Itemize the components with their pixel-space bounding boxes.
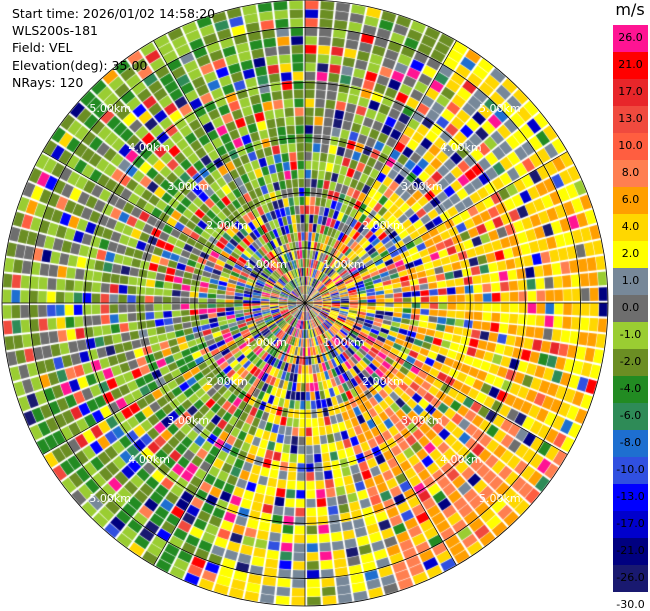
range-ring-label: 5.00km bbox=[89, 492, 131, 505]
colorbar-tick-label: 8.0 bbox=[621, 166, 640, 180]
colorbar-tick-label: 21.0 bbox=[618, 58, 643, 72]
range-ring-label: 2.00km bbox=[206, 219, 248, 232]
range-ring-label: 2.00km bbox=[362, 219, 404, 232]
range-ring-label: 5.00km bbox=[479, 492, 521, 505]
range-ring-label: 4.00km bbox=[440, 141, 482, 154]
range-ring-label: 3.00km bbox=[167, 414, 209, 427]
colorbar-cell bbox=[613, 348, 648, 376]
range-ring-label: 3.00km bbox=[401, 180, 443, 193]
azimuth-spoke bbox=[304, 302, 457, 566]
range-ring-label: 1.00km bbox=[323, 336, 365, 349]
range-ring-label: 1.00km bbox=[323, 258, 365, 271]
colorbar-tick-label: -21.0 bbox=[616, 544, 645, 558]
colorbar-cell bbox=[613, 537, 648, 565]
colorbar-tick-label: -30.0 bbox=[616, 598, 645, 611]
azimuth-spoke bbox=[153, 40, 306, 304]
colorbar-tick-label: -6.0 bbox=[619, 409, 642, 423]
colorbar-cell bbox=[613, 564, 648, 592]
azimuth-spoke bbox=[304, 40, 457, 304]
colorbar-tick-label: 13.0 bbox=[618, 112, 643, 126]
colorbar: 26.0 21.0 17.0 13.0 10.0 8.0 6.0 4.0 2.0 1.0 0.0 -1… bbox=[613, 25, 648, 611]
colorbar-cell bbox=[613, 375, 648, 403]
colorbar-tick-label: 10.0 bbox=[618, 139, 643, 153]
colorbar-cell bbox=[613, 240, 648, 268]
field-label: Field: VEL bbox=[12, 40, 73, 56]
info-panel: Start time: 2026/01/02 14:58:20 WLS200s-… bbox=[12, 5, 215, 91]
range-ring-label: 3.00km bbox=[401, 414, 443, 427]
colorbar-tick-label: -26.0 bbox=[616, 571, 645, 585]
colorbar-cell bbox=[613, 402, 648, 430]
colorbar-cell bbox=[613, 213, 648, 241]
azimuth-spoke bbox=[304, 151, 568, 304]
range-ring-label: 4.00km bbox=[128, 453, 170, 466]
range-ring-label: 2.00km bbox=[206, 375, 248, 388]
range-ring-label: 5.00km bbox=[479, 102, 521, 115]
colorbar-tick-label: 0.0 bbox=[621, 301, 640, 315]
range-ring-label: 1.00km bbox=[245, 336, 287, 349]
colorbar-unit: m/s bbox=[615, 0, 645, 19]
colorbar-tick-label: 6.0 bbox=[621, 193, 640, 207]
nrays-label: NRays: 120 bbox=[12, 74, 84, 90]
colorbar-tick-label: -13.0 bbox=[616, 490, 645, 504]
ppi-overlay: 1.00km 1.00km 1.00km 1.00km 2.00km 2.00km 2.00… bbox=[1, 0, 609, 607]
colorbar-tick-label: -10.0 bbox=[616, 463, 645, 477]
colorbar-tick-label: -1.0 bbox=[619, 328, 642, 342]
colorbar-cell bbox=[613, 132, 648, 160]
range-ring-label: 4.00km bbox=[440, 453, 482, 466]
range-ring-label: 5.00km bbox=[89, 102, 131, 115]
range-ring-label: 3.00km bbox=[167, 180, 209, 193]
elevation-label: Elevation(deg): 35.00 bbox=[12, 57, 148, 73]
azimuth-spoke bbox=[42, 302, 306, 455]
colorbar-cell bbox=[613, 456, 648, 484]
colorbar-tick-label: 26.0 bbox=[618, 31, 643, 45]
colorbar-tick-label: 4.0 bbox=[621, 220, 640, 234]
azimuth-spoke bbox=[304, 302, 568, 455]
colorbar-cell bbox=[613, 267, 648, 295]
colorbar-tick-label: 17.0 bbox=[618, 85, 643, 99]
start-time-label: Start time: 2026/01/02 14:58:20 bbox=[12, 6, 216, 21]
colorbar-tick-label: 1.0 bbox=[621, 274, 640, 288]
colorbar-cell bbox=[613, 159, 648, 187]
colorbar-cell bbox=[613, 510, 648, 538]
colorbar-cell bbox=[613, 294, 648, 322]
colorbar-tick-label: -17.0 bbox=[616, 517, 645, 531]
site-label: WLS200s-181 bbox=[12, 23, 98, 39]
colorbar-cell bbox=[613, 321, 648, 349]
colorbar-cell bbox=[613, 429, 648, 457]
colorbar-tick-label: 2.0 bbox=[621, 247, 640, 261]
colorbar-cell bbox=[613, 483, 648, 511]
range-ring-label: 2.00km bbox=[362, 375, 404, 388]
colorbar-cell bbox=[613, 105, 648, 133]
range-ring-label: 4.00km bbox=[128, 141, 170, 154]
colorbar-tick-label: -2.0 bbox=[619, 355, 642, 369]
azimuth-spoke bbox=[42, 151, 306, 304]
colorbar-cell bbox=[613, 78, 648, 106]
colorbar-cell bbox=[613, 51, 648, 79]
azimuth-spoke bbox=[153, 302, 306, 566]
colorbar-tick-label: -4.0 bbox=[619, 382, 642, 396]
range-ring-label: 1.00km bbox=[245, 258, 287, 271]
colorbar-tick-label: -8.0 bbox=[619, 436, 642, 450]
colorbar-cell bbox=[613, 25, 648, 52]
colorbar-cell bbox=[613, 186, 648, 214]
